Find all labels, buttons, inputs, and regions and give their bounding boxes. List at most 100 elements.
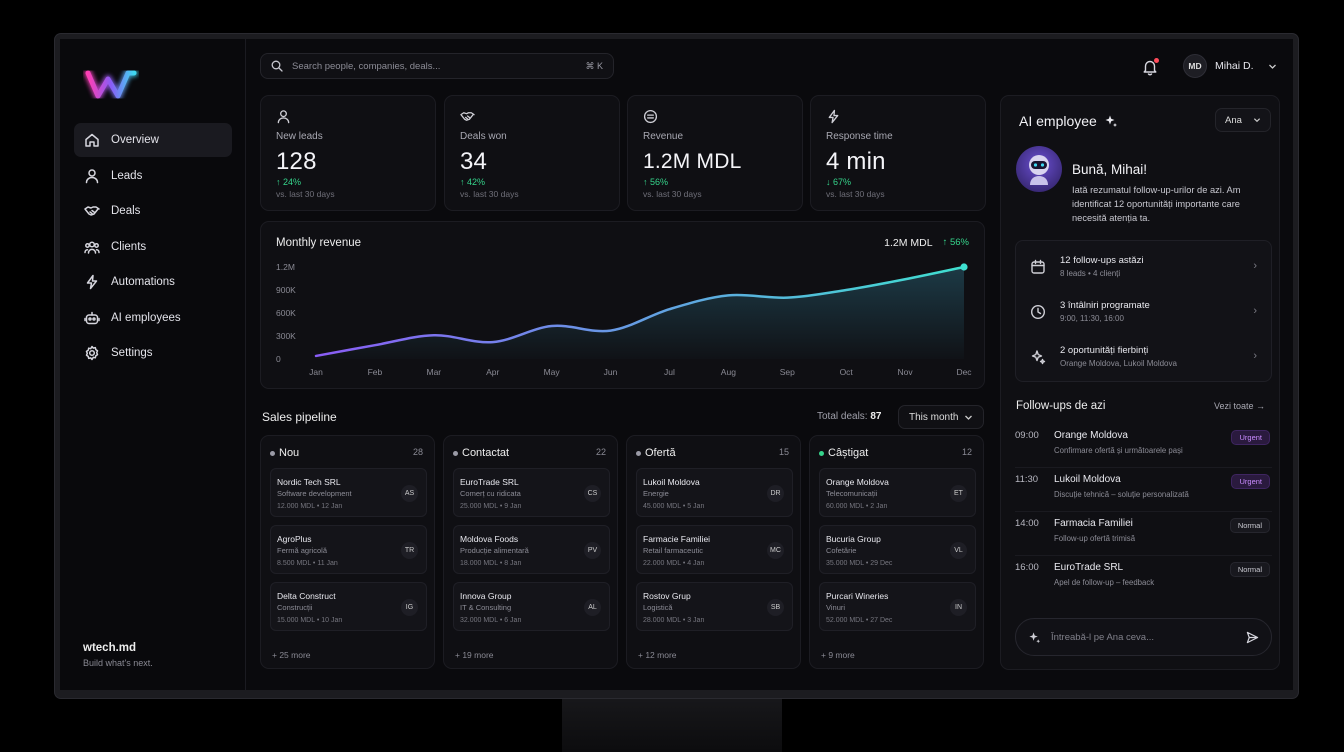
deal-meta: 25.000 MDL • 9 Jan [460, 503, 522, 510]
show-more-link[interactable]: + 12 more [638, 650, 677, 660]
deal-category: Logistică [643, 603, 673, 612]
kpi-sub: vs. last 30 days [643, 189, 702, 199]
kpi-value: 4 min [826, 148, 886, 175]
deal-card[interactable]: Purcari Wineries Vinuri 52.000 MDL • 27 De… [819, 582, 976, 631]
summary-item[interactable]: 12 follow-ups astăzi 8 leads • 4 clienți … [1016, 244, 1271, 289]
deal-meta: 12.000 MDL • 12 Jan [277, 503, 343, 510]
followup-name: Farmacia Familiei [1054, 518, 1133, 529]
followups-title: Follow-ups de azi [1016, 400, 1106, 412]
deal-card[interactable]: Nordic Tech SRL Software development 12.00… [270, 468, 427, 517]
column-count: 22 [595, 447, 606, 457]
owner-avatar: PV [584, 542, 601, 559]
search-bar[interactable]: ⌘ K [260, 53, 614, 79]
data-point [960, 263, 968, 271]
show-more-link[interactable]: + 19 more [455, 650, 494, 660]
deal-card[interactable]: Orange Moldova Telecomunicații 60.000 MDL … [819, 468, 976, 517]
search-icon [271, 60, 283, 72]
kpi-label: Deals won [460, 131, 507, 142]
sidebar-item-clients[interactable]: Clients [74, 230, 232, 264]
kpi-label: Response time [826, 131, 893, 142]
deal-card[interactable]: Moldova Foods Producție alimentară 18.000 … [453, 525, 610, 574]
deal-category: Producție alimentară [460, 546, 529, 555]
summary-item[interactable]: 3 întâlniri programate 9:00, 11:30, 16:00… [1016, 289, 1271, 334]
sidebar-item-deals[interactable]: Deals [74, 194, 232, 228]
user-icon [85, 168, 99, 183]
deal-card[interactable]: Lukoil Moldova Energie 45.000 MDL • 5 Jan D… [636, 468, 793, 517]
avatar[interactable]: MD [1183, 54, 1207, 78]
search-input[interactable] [292, 60, 586, 72]
deal-category: Cofetărie [826, 546, 857, 555]
revenue-area [316, 267, 964, 359]
monitor-stand [562, 696, 782, 752]
deal-card[interactable]: AgroPlus Fermă agricolă 8.500 MDL • 11 Jan… [270, 525, 427, 574]
agent-select[interactable]: Ana [1215, 108, 1271, 132]
owner-avatar: VL [950, 542, 967, 559]
sidebar-item-automations[interactable]: Automations [74, 265, 232, 299]
pipeline-total-label: Total deals: [817, 411, 868, 422]
sidebar-nav: Overview Leads Deals Clients Automations… [74, 123, 232, 372]
deal-card[interactable]: Rostov Grup Logistică 28.000 MDL • 3 Jan SB [636, 582, 793, 631]
column-count: 28 [412, 447, 423, 457]
ask-ai-input[interactable] [1051, 631, 1246, 643]
kpi-card-response-time[interactable]: Response time 4 min ↓ 67% vs. last 30 da… [810, 95, 986, 211]
sidebar-item-label: Settings [111, 347, 153, 359]
sidebar-item-leads[interactable]: Leads [74, 159, 232, 193]
followup-item[interactable]: 11:30 Lukoil Moldova Discuție tehnică – … [1015, 468, 1272, 512]
deal-meta: 32.000 MDL • 6 Jan [460, 617, 522, 624]
show-more-link[interactable]: + 9 more [821, 650, 855, 660]
home-icon [85, 133, 99, 147]
deal-meta: 35.000 MDL • 29 Dec [826, 560, 893, 567]
deal-card[interactable]: Delta Construct Construcții 15.000 MDL • 1… [270, 582, 427, 631]
kpi-card-deals-won[interactable]: Deals won 34 ↑ 42% vs. last 30 days [444, 95, 620, 211]
revenue-chart: 0 300K 600K 900K 1.2M Jan Feb Mar Apr May Jun Jul Au… [276, 262, 972, 377]
chart-total: 1.2M MDL ↑ 56% [884, 237, 969, 249]
gear-icon [85, 345, 99, 361]
pipeline-column: Contactat 22 EuroTrade SRL Comerț cu ridica… [443, 435, 618, 669]
sidebar-item-overview[interactable]: Overview [74, 123, 232, 157]
sidebar-item-settings[interactable]: Settings [74, 336, 232, 370]
agent-select-value: Ana [1225, 114, 1242, 126]
kpi-card-new-leads[interactable]: New leads 128 ↑ 24% vs. last 30 days [260, 95, 436, 211]
followup-item[interactable]: 16:00 EuroTrade SRL Apel de follow-up – … [1015, 556, 1272, 600]
deal-name: AgroPlus [277, 534, 312, 544]
deal-meta: 18.000 MDL • 8 Jan [460, 560, 522, 567]
deal-name: Nordic Tech SRL [277, 477, 341, 487]
sparkle-icon [1031, 349, 1046, 364]
show-more-link[interactable]: + 25 more [272, 650, 311, 660]
y-tick-label: 300K [276, 331, 296, 341]
owner-avatar: AS [401, 485, 418, 502]
chart-title: Monthly revenue [276, 237, 362, 249]
summary-item[interactable]: 2 oportunități fierbinți Orange Moldova, … [1016, 334, 1271, 379]
column-count: 15 [778, 447, 789, 457]
robot-icon [1029, 155, 1049, 185]
kpi-change: ↓ 67% [826, 177, 852, 187]
view-all-link[interactable]: Vezi toate → [1213, 401, 1265, 411]
users-icon [84, 240, 100, 254]
pipeline-column: Ofertă 15 Lukoil Moldova Energie 45.000 MDL … [626, 435, 801, 669]
sidebar-item-ai-employees[interactable]: AI employees [74, 301, 232, 335]
sparkle-icon [1105, 115, 1117, 127]
deal-card[interactable]: Bucuria Group Cofetărie 35.000 MDL • 29 De… [819, 525, 976, 574]
kpi-value: 128 [276, 148, 317, 175]
pipeline-column: Câștigat 12 Orange Moldova Telecomunicații 6… [809, 435, 984, 669]
deal-card[interactable]: Innova Group IT & Consulting 32.000 MDL • … [453, 582, 610, 631]
ask-ai-bar[interactable] [1015, 618, 1272, 656]
deal-meta: 60.000 MDL • 2 Jan [826, 503, 888, 510]
ai-summary-list: 12 follow-ups astăzi 8 leads • 4 clienți … [1015, 240, 1272, 382]
deal-card[interactable]: Farmacie Familiei Retail farmaceutic 22.00… [636, 525, 793, 574]
kpi-card-revenue[interactable]: Revenue 1.2M MDL ↑ 56% vs. last 30 days [627, 95, 803, 211]
period-dropdown[interactable]: This month [898, 405, 984, 429]
chevron-down-icon [1253, 118, 1261, 123]
send-icon[interactable] [1246, 631, 1259, 644]
notification-bell-icon[interactable] [1141, 58, 1159, 76]
priority-badge: Urgent [1231, 474, 1270, 489]
chevron-right-icon: › [1253, 305, 1257, 317]
sidebar-item-label: Leads [111, 169, 143, 182]
user-menu[interactable]: Mihai D. [1215, 60, 1277, 72]
followup-item[interactable]: 14:00 Farmacia Familiei Follow-up ofertă… [1015, 512, 1272, 556]
deal-card[interactable]: EuroTrade SRL Comerț cu ridicata 25.000 MD… [453, 468, 610, 517]
brand-tagline: Build what's next. [83, 658, 153, 668]
followup-item[interactable]: 09:00 Orange Moldova Confirmare ofertă ș… [1015, 424, 1272, 468]
x-tick-label: Nov [898, 367, 914, 377]
deal-meta: 15.000 MDL • 10 Jan [277, 617, 343, 624]
